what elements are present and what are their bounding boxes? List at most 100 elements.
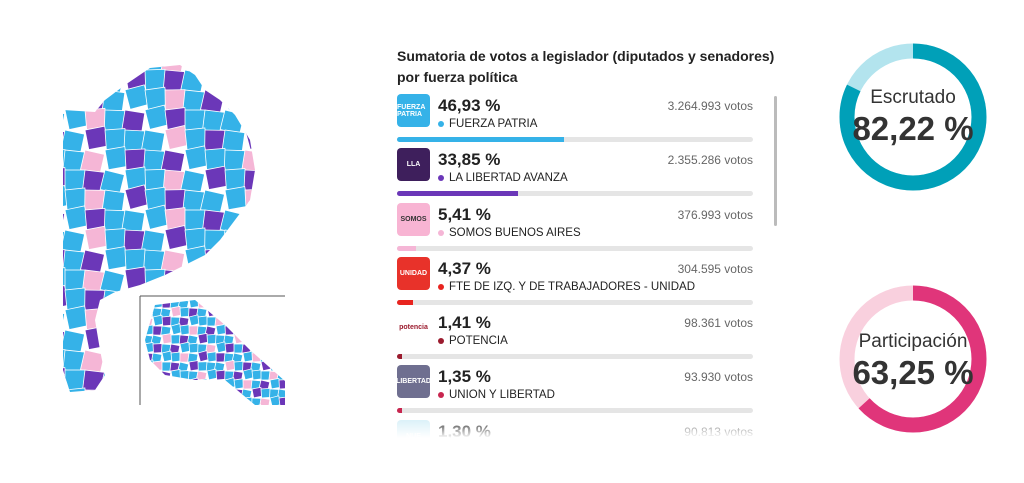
district[interactable] bbox=[63, 60, 86, 73]
district[interactable] bbox=[233, 360, 245, 372]
district[interactable] bbox=[260, 342, 272, 354]
district[interactable] bbox=[144, 370, 154, 381]
district[interactable] bbox=[197, 315, 209, 327]
district[interactable] bbox=[184, 209, 206, 231]
district[interactable] bbox=[267, 352, 280, 365]
district[interactable] bbox=[251, 334, 262, 345]
district[interactable] bbox=[104, 346, 129, 371]
district[interactable] bbox=[260, 359, 273, 372]
district[interactable] bbox=[134, 317, 144, 327]
district[interactable] bbox=[164, 189, 186, 211]
district[interactable] bbox=[152, 298, 164, 309]
district[interactable] bbox=[124, 60, 147, 71]
district[interactable] bbox=[162, 269, 186, 293]
district[interactable] bbox=[264, 290, 285, 311]
district[interactable] bbox=[104, 328, 127, 351]
district[interactable] bbox=[278, 299, 285, 309]
district[interactable] bbox=[278, 350, 285, 363]
district[interactable] bbox=[260, 297, 273, 309]
district[interactable] bbox=[187, 290, 199, 301]
district[interactable] bbox=[55, 309, 66, 334]
district[interactable] bbox=[244, 124, 269, 150]
district[interactable] bbox=[204, 65, 229, 91]
district[interactable] bbox=[184, 60, 210, 71]
district[interactable] bbox=[134, 299, 144, 309]
district[interactable] bbox=[205, 299, 217, 310]
district[interactable] bbox=[224, 325, 235, 336]
district[interactable] bbox=[159, 370, 172, 383]
district[interactable] bbox=[84, 289, 106, 311]
district[interactable] bbox=[144, 324, 155, 336]
district[interactable] bbox=[244, 288, 266, 311]
district[interactable] bbox=[124, 266, 149, 291]
district[interactable] bbox=[241, 60, 265, 74]
district[interactable] bbox=[197, 378, 209, 390]
district[interactable] bbox=[179, 370, 190, 381]
district[interactable] bbox=[101, 289, 126, 314]
district[interactable] bbox=[180, 269, 206, 295]
district[interactable] bbox=[265, 245, 285, 269]
district[interactable] bbox=[82, 369, 106, 392]
district[interactable] bbox=[152, 395, 165, 405]
party-row[interactable]: UNIDAD 4,37 % 304.595 votos FTE DE IZQ. … bbox=[397, 256, 757, 311]
district[interactable] bbox=[204, 388, 217, 401]
district[interactable] bbox=[177, 379, 190, 391]
district[interactable] bbox=[55, 109, 66, 134]
district[interactable] bbox=[242, 396, 254, 405]
district[interactable] bbox=[216, 290, 225, 299]
district[interactable] bbox=[206, 397, 217, 405]
district[interactable] bbox=[64, 69, 86, 91]
district[interactable] bbox=[152, 343, 163, 354]
district[interactable] bbox=[265, 327, 285, 350]
district[interactable] bbox=[215, 369, 227, 381]
district[interactable] bbox=[170, 334, 181, 345]
district[interactable] bbox=[144, 268, 167, 291]
district[interactable] bbox=[251, 323, 264, 336]
district[interactable] bbox=[242, 305, 255, 318]
district[interactable] bbox=[214, 397, 226, 405]
district[interactable] bbox=[204, 129, 226, 151]
district[interactable] bbox=[242, 379, 253, 390]
district[interactable] bbox=[232, 325, 244, 337]
district[interactable] bbox=[277, 325, 285, 337]
district[interactable] bbox=[243, 269, 265, 292]
district[interactable] bbox=[99, 69, 125, 95]
district[interactable] bbox=[204, 60, 228, 71]
district[interactable] bbox=[197, 299, 208, 309]
party-row[interactable]: potencia 1,41 % 98.361 votos POTENCIA bbox=[397, 311, 757, 365]
district[interactable] bbox=[224, 297, 237, 309]
district[interactable] bbox=[215, 352, 226, 363]
district[interactable] bbox=[206, 316, 217, 327]
district[interactable] bbox=[268, 307, 280, 319]
district[interactable] bbox=[188, 342, 200, 354]
district[interactable] bbox=[184, 145, 210, 171]
district[interactable] bbox=[178, 397, 190, 405]
district[interactable] bbox=[161, 299, 172, 309]
party-list[interactable]: FUERZA PATRIA 46,93 % 3.264.993 votos FU… bbox=[397, 94, 757, 438]
district[interactable] bbox=[258, 316, 271, 329]
district[interactable] bbox=[264, 190, 285, 211]
district[interactable] bbox=[200, 389, 225, 405]
district[interactable] bbox=[278, 315, 285, 327]
district[interactable] bbox=[244, 206, 268, 231]
district[interactable] bbox=[242, 333, 254, 345]
district[interactable] bbox=[251, 352, 262, 363]
district[interactable] bbox=[64, 387, 88, 405]
district[interactable] bbox=[152, 360, 164, 372]
district[interactable] bbox=[170, 386, 183, 399]
district[interactable] bbox=[124, 384, 150, 405]
district[interactable] bbox=[144, 359, 156, 372]
district[interactable] bbox=[265, 109, 285, 130]
district[interactable] bbox=[265, 145, 285, 169]
district[interactable] bbox=[144, 297, 156, 309]
district[interactable] bbox=[170, 379, 181, 390]
district[interactable] bbox=[204, 247, 228, 271]
district[interactable] bbox=[224, 307, 235, 318]
district[interactable] bbox=[241, 249, 265, 274]
district[interactable] bbox=[232, 388, 244, 400]
district[interactable] bbox=[164, 89, 186, 111]
district[interactable] bbox=[123, 329, 146, 352]
district[interactable] bbox=[55, 85, 70, 110]
district[interactable] bbox=[103, 309, 126, 332]
district[interactable] bbox=[124, 366, 149, 391]
